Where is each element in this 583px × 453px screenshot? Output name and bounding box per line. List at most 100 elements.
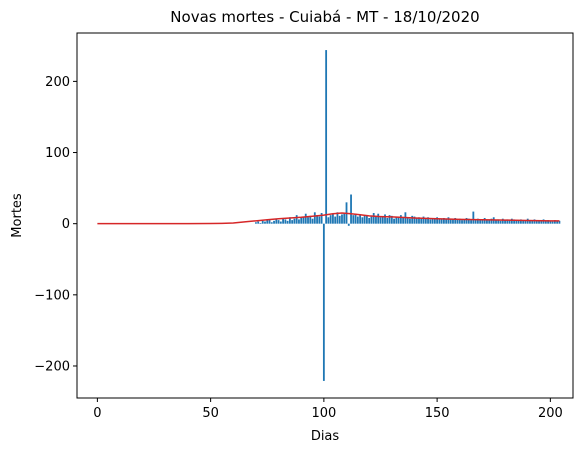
bar [481,219,484,224]
bar [411,215,414,224]
bar [517,220,520,224]
bar [341,214,343,224]
x-tick-label: 0 [93,406,101,421]
bar [538,220,540,224]
bar [476,218,479,224]
y-tick-label: 200 [45,75,70,90]
bar [329,215,332,224]
bar [558,220,561,224]
bar [273,220,275,224]
bar [520,219,522,224]
bar [284,219,287,224]
bar [352,215,355,224]
bar [302,216,305,224]
bar [497,219,500,224]
bar [268,219,271,224]
bar [452,218,454,224]
bar [368,217,371,224]
bar [300,217,303,224]
bar [418,217,420,224]
bar [313,212,316,224]
bar [542,219,545,224]
bar [406,217,409,224]
y-tick-label: 100 [45,146,70,161]
bar [304,213,307,224]
bar [504,220,506,224]
bar [264,221,266,224]
bar [429,219,432,224]
bar [524,220,527,224]
bar [458,218,461,224]
bar [336,212,339,224]
y-axis-label: Mortes [10,193,25,238]
bar [544,220,547,224]
bar [361,217,364,224]
bar [307,217,309,224]
bar [508,220,511,224]
bar [447,217,450,224]
plot-area [97,50,561,381]
bar [372,213,375,224]
bar [424,217,427,224]
bar [257,221,260,224]
bar [438,218,441,224]
y-tick-label: 0 [62,217,70,232]
bar [309,215,312,224]
bar [440,219,443,224]
bar [556,220,559,224]
bar [316,215,318,224]
bar [332,213,334,224]
bar [506,219,509,224]
bar [320,213,323,224]
bar [529,220,531,224]
bar [486,220,488,224]
bar [261,220,264,224]
bar [420,218,423,224]
bar [409,218,411,224]
bar [277,220,280,224]
bar [495,220,497,224]
bar [547,220,549,224]
bar [540,220,543,224]
bar [533,219,536,224]
bar [338,215,341,224]
bar [553,220,556,224]
bar [445,218,448,224]
x-tick-label: 150 [425,406,450,421]
bar [413,216,416,224]
bar [402,217,405,224]
x-tick-label: 50 [202,406,219,421]
bar [363,215,366,224]
bar [365,215,368,224]
trend-line [97,212,560,225]
bar [454,217,457,224]
bar [472,211,475,224]
bar [479,220,482,224]
bar [298,219,300,224]
bar [286,220,289,224]
y-axis: −200 −100 0 100 200 [34,75,77,374]
bar [318,216,321,224]
bar [379,217,382,224]
bar [275,218,278,224]
bar [377,213,380,224]
bar [499,220,502,224]
x-tick-label: 200 [538,406,563,421]
bar [270,222,273,224]
x-axis-label: Dias [311,429,340,444]
bar [288,217,291,224]
bar [531,220,534,224]
bar [381,216,384,224]
bar [436,217,439,224]
bar [311,218,314,224]
bar [350,194,352,224]
bar [461,220,463,224]
bar [279,221,282,224]
bar [510,218,513,224]
bar [549,220,552,224]
bar [334,216,337,224]
x-tick-label: 100 [311,406,336,421]
y-tick-label: −100 [34,288,70,303]
bar [393,218,395,224]
